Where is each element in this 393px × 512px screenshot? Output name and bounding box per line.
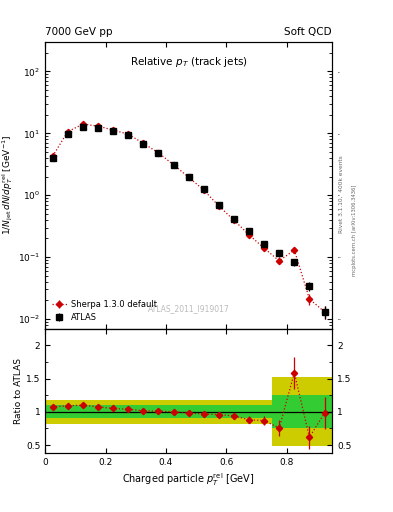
Bar <box>45 400 272 424</box>
Text: Soft QCD: Soft QCD <box>285 27 332 37</box>
Bar <box>45 405 272 418</box>
X-axis label: Charged particle $p_T^\mathrm{rel}$ [GeV]: Charged particle $p_T^\mathrm{rel}$ [GeV… <box>123 471 255 488</box>
Y-axis label: Ratio to ATLAS: Ratio to ATLAS <box>14 358 23 424</box>
Y-axis label: $1/N_\mathrm{jet}\,dN/dp_T^\mathrm{rel}$ [GeV$^{-1}$]: $1/N_\mathrm{jet}\,dN/dp_T^\mathrm{rel}$… <box>1 135 15 236</box>
Text: ATLAS_2011_I919017: ATLAS_2011_I919017 <box>148 304 230 313</box>
Bar <box>272 377 340 446</box>
Text: Relative $p_T$ (track jets): Relative $p_T$ (track jets) <box>130 55 248 69</box>
Legend: Sherpa 1.3.0 default, ATLAS: Sherpa 1.3.0 default, ATLAS <box>50 297 160 325</box>
Text: 7000 GeV pp: 7000 GeV pp <box>45 27 113 37</box>
Bar <box>272 395 340 429</box>
Text: Rivet 3.1.10,  400k events: Rivet 3.1.10, 400k events <box>339 156 344 233</box>
Text: mcplots.cern.ch [arXiv:1306.3436]: mcplots.cern.ch [arXiv:1306.3436] <box>352 185 357 276</box>
